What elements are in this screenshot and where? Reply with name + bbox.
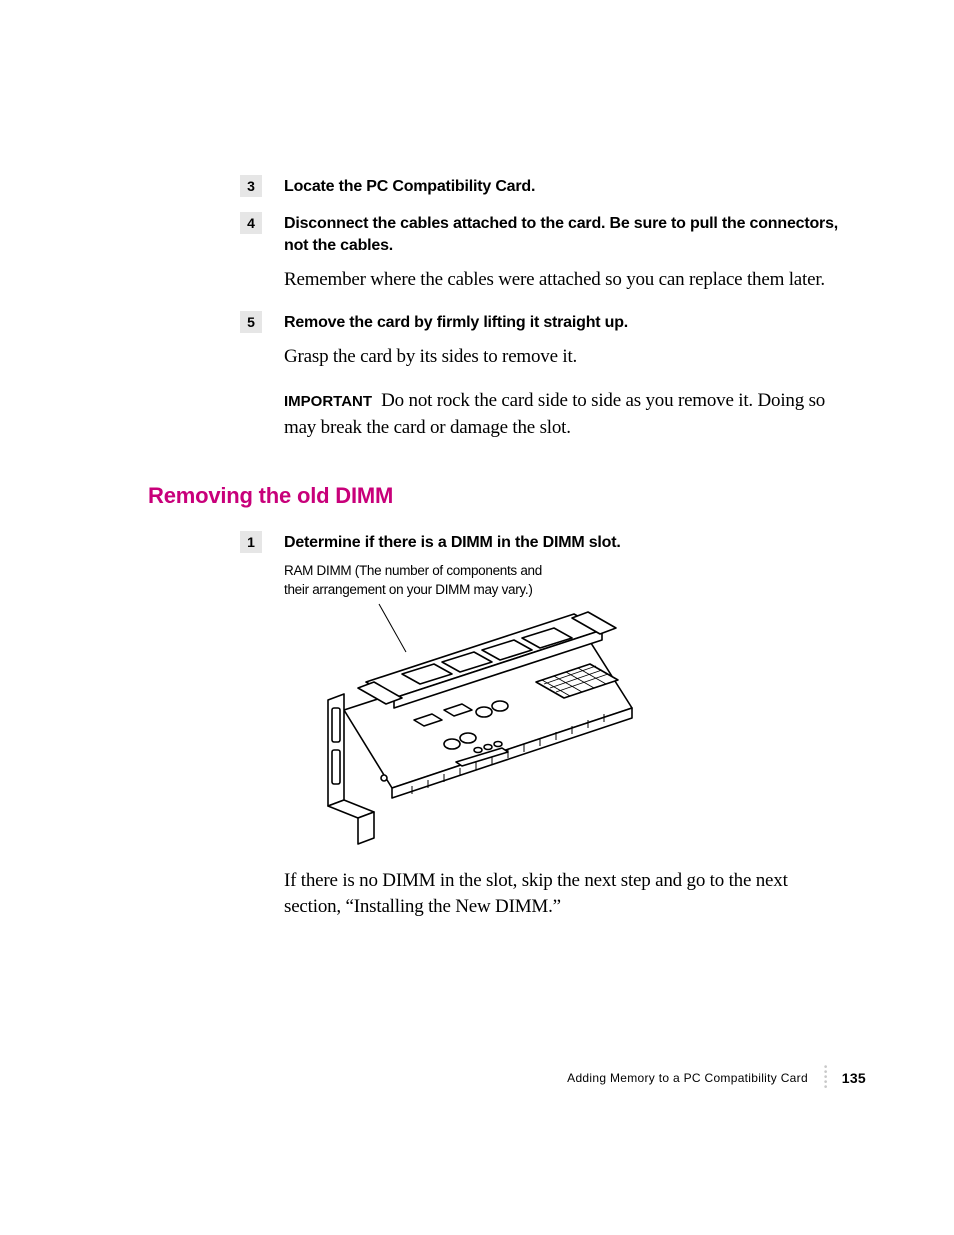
footer-title: Adding Memory to a PC Compatibility Card (567, 1071, 808, 1085)
section-step-1-body: If there is no DIMM in the slot, skip th… (284, 868, 844, 920)
figure-caption-line1: RAM DIMM (The number of components and (284, 562, 844, 579)
step-heading: Remove the card by firmly lifting it str… (284, 311, 844, 334)
footer-page-number: 135 (842, 1070, 866, 1086)
card-diagram-svg (284, 600, 654, 850)
step-5-important: IMPORTANT Do not rock the card side to s… (284, 388, 844, 441)
footer-dots-icon: ••••• (824, 1065, 828, 1090)
page-footer: Adding Memory to a PC Compatibility Card… (567, 1065, 866, 1090)
step-number-box: 4 (240, 212, 262, 234)
step-heading: Locate the PC Compatibility Card. (284, 175, 844, 198)
figure-caption-line2: their arrangement on your DIMM may vary.… (284, 581, 844, 598)
page: 3 Locate the PC Compatibility Card. 4 Di… (0, 0, 954, 1235)
step-number-box: 5 (240, 311, 262, 333)
step-heading: Disconnect the cables attached to the ca… (284, 212, 844, 257)
step-heading: Determine if there is a DIMM in the DIMM… (284, 531, 844, 554)
step-5-body: Grasp the card by its sides to remove it… (284, 344, 844, 370)
important-label: IMPORTANT (284, 393, 372, 410)
step-4: 4 Disconnect the cables attached to the … (148, 212, 844, 257)
step-number-box: 1 (240, 531, 262, 553)
step-5: 5 Remove the card by firmly lifting it s… (148, 311, 844, 334)
section-title: Removing the old DIMM (148, 483, 844, 509)
dimm-figure: RAM DIMM (The number of components and t… (284, 562, 844, 850)
section-step-1: 1 Determine if there is a DIMM in the DI… (148, 531, 844, 554)
step-number-box: 3 (240, 175, 262, 197)
step-4-body: Remember where the cables were attached … (284, 267, 844, 293)
step-3: 3 Locate the PC Compatibility Card. (148, 175, 844, 198)
